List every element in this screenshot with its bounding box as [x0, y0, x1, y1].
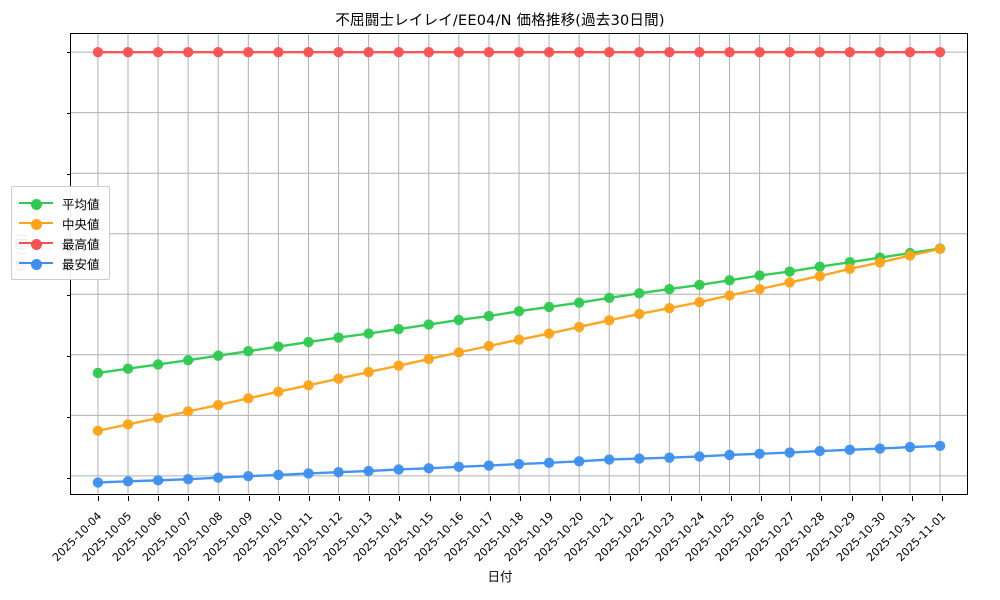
y-tick-mark: [66, 173, 71, 175]
y-tick-mark: [66, 416, 71, 418]
legend-item[interactable]: 最高値: [19, 233, 100, 253]
x-tick-mark: [429, 496, 431, 501]
x-tick-mark: [188, 496, 190, 501]
x-tick-mark: [98, 496, 99, 501]
legend-marker-icon: [19, 216, 53, 230]
x-tick-mark: [128, 496, 130, 501]
x-tick-mark: [309, 496, 310, 501]
x-tick-mark: [700, 496, 702, 501]
x-tick-mark: [761, 496, 763, 501]
x-tick-mark: [339, 496, 341, 501]
x-tick-mark: [881, 496, 883, 501]
x-tick-mark: [911, 496, 913, 501]
legend-item-label: 最安値: [62, 256, 100, 272]
x-tick-mark: [731, 496, 732, 501]
legend-marker-icon: [19, 256, 53, 270]
y-tick-mark: [66, 356, 71, 358]
legend-marker-icon: [19, 196, 53, 210]
legend-item-label: 最高値: [62, 236, 100, 252]
legend-item[interactable]: 平均値: [19, 193, 100, 213]
x-tick-mark: [278, 496, 280, 501]
x-tick-mark: [248, 496, 250, 501]
x-tick-mark: [610, 496, 612, 501]
x-tick-mark: [158, 496, 160, 501]
x-tick-mark: [550, 496, 552, 501]
x-axis-label: 日付: [487, 569, 513, 584]
x-tick-mark: [489, 496, 491, 501]
x-tick-mark: [942, 496, 943, 501]
grid-lines: [71, 34, 967, 494]
x-tick-mark: [640, 496, 642, 501]
y-tick-mark: [66, 52, 71, 54]
chart-legend: 平均値中央値最高値最安値: [11, 186, 110, 280]
x-tick-mark: [851, 496, 853, 501]
x-tick-mark: [580, 496, 582, 501]
x-tick-mark: [821, 496, 823, 501]
plot-area: 20406080100120140160 2025-10-042025-10-0…: [50, 33, 968, 564]
x-tick-mark: [218, 496, 220, 501]
y-tick-mark: [66, 113, 71, 115]
x-tick-mark: [459, 496, 461, 501]
x-tick-mark: [520, 496, 521, 501]
y-tick-mark: [66, 295, 71, 297]
legend-item[interactable]: 中央値: [19, 213, 100, 233]
x-tick-mark: [369, 496, 371, 501]
legend-item-label: 平均値: [62, 196, 100, 212]
x-tick-mark: [670, 496, 672, 501]
chart-title: 不屈闘士レイレイ/EE04/N 価格推移(過去30日間): [335, 13, 665, 29]
series-lines: [92, 46, 946, 488]
x-tick-mark: [399, 496, 401, 501]
x-tick-mark: [791, 496, 793, 501]
y-tick-mark: [66, 477, 71, 479]
legend-item[interactable]: 最安値: [19, 253, 100, 273]
legend-item-label: 中央値: [62, 216, 100, 232]
legend-marker-icon: [19, 236, 53, 250]
